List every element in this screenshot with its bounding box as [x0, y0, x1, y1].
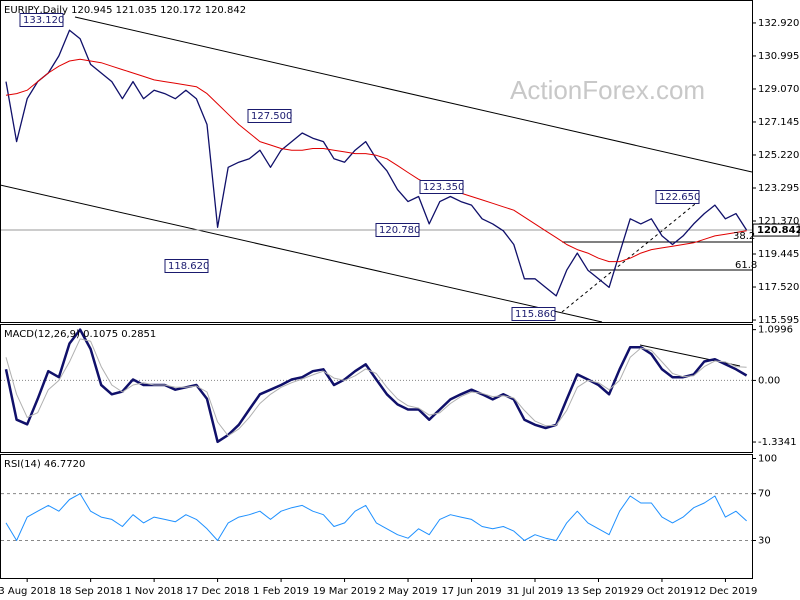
x-tick-label: 2 May 2019: [379, 586, 438, 597]
annotation-label: 115.860: [515, 309, 556, 320]
panel-title: RSI(14) 46.7720: [4, 459, 85, 470]
current-price-label: 120.842: [757, 225, 800, 236]
x-tick-label: 29 Oct 2019: [631, 586, 693, 597]
y-tick-label: 119.445: [758, 249, 799, 260]
annotation-label: 127.500: [251, 111, 292, 122]
x-tick-label: 17 Dec 2018: [186, 586, 250, 597]
annotation-box: [375, 223, 420, 237]
y-tick-label: 127.145: [758, 117, 799, 128]
series-line: [4, 328, 748, 444]
x-tick-label: 19 Mar 2019: [313, 586, 376, 597]
panel-title: EURJPY,Daily 120.945 121.035 120.172 120…: [4, 5, 246, 16]
series-line: [5, 58, 747, 263]
annotation-box: [655, 190, 700, 204]
x-tick-label: 31 Jul 2019: [507, 586, 564, 597]
price-panel: [0, 0, 753, 323]
annotation-label: 133.120: [23, 15, 64, 26]
annotation-box: [164, 259, 209, 273]
y-tick-label: 132.920: [758, 18, 799, 29]
annotation-label: 120.780: [379, 225, 420, 236]
annotation-box: [19, 13, 64, 27]
x-tick-label: 1 Feb 2019: [253, 586, 309, 597]
rsi-panel: [0, 454, 753, 579]
annotation-label: 122.650: [659, 192, 700, 203]
annotation-box: [419, 180, 464, 194]
fib-label: 61.8: [735, 260, 757, 271]
annotation-box: [511, 307, 556, 321]
y-tick-label: 70: [758, 489, 771, 500]
y-tick-label: 129.070: [758, 84, 799, 95]
series-line: [5, 338, 747, 437]
watermark: ActionForex.com: [510, 75, 705, 105]
y-tick-label: 130.995: [758, 51, 799, 62]
y-tick-label: 115.595: [758, 315, 799, 326]
x-tick-label: 1 Nov 2018: [125, 586, 183, 597]
annotation-label: 118.620: [168, 261, 209, 272]
panel-title: MACD(12,26,9) 0.1075 0.2851: [4, 329, 156, 340]
y-tick-label: 1.0996: [758, 325, 793, 336]
y-tick-label: 121.370: [758, 216, 799, 227]
y-tick-label: 100: [758, 454, 777, 465]
y-tick-label: 0.00: [758, 375, 780, 386]
channel-upper: [74, 16, 753, 173]
x-tick-label: 17 Jun 2019: [441, 586, 501, 597]
y-tick-label: 125.220: [758, 150, 799, 161]
series-line: [5, 493, 747, 541]
y-tick-label: 117.520: [758, 282, 799, 293]
macd-panel: [0, 324, 753, 453]
y-tick-label: 30: [758, 536, 771, 547]
y-tick-label: 123.295: [758, 183, 799, 194]
series-line: [5, 29, 748, 297]
x-tick-label: 13 Sep 2019: [567, 586, 630, 597]
x-tick-label: 18 Sep 2018: [59, 586, 122, 597]
x-tick-label: 12 Dec 2019: [693, 586, 757, 597]
fib-label: 38.2: [733, 231, 755, 242]
x-tick-label: 3 Aug 2018: [0, 586, 56, 597]
y-tick-label: -1.3341: [758, 437, 797, 448]
channel-lower: [0, 184, 603, 323]
current-price-box: [752, 223, 800, 237]
annotation-box: [247, 109, 292, 123]
annotation-label: 123.350: [423, 182, 464, 193]
